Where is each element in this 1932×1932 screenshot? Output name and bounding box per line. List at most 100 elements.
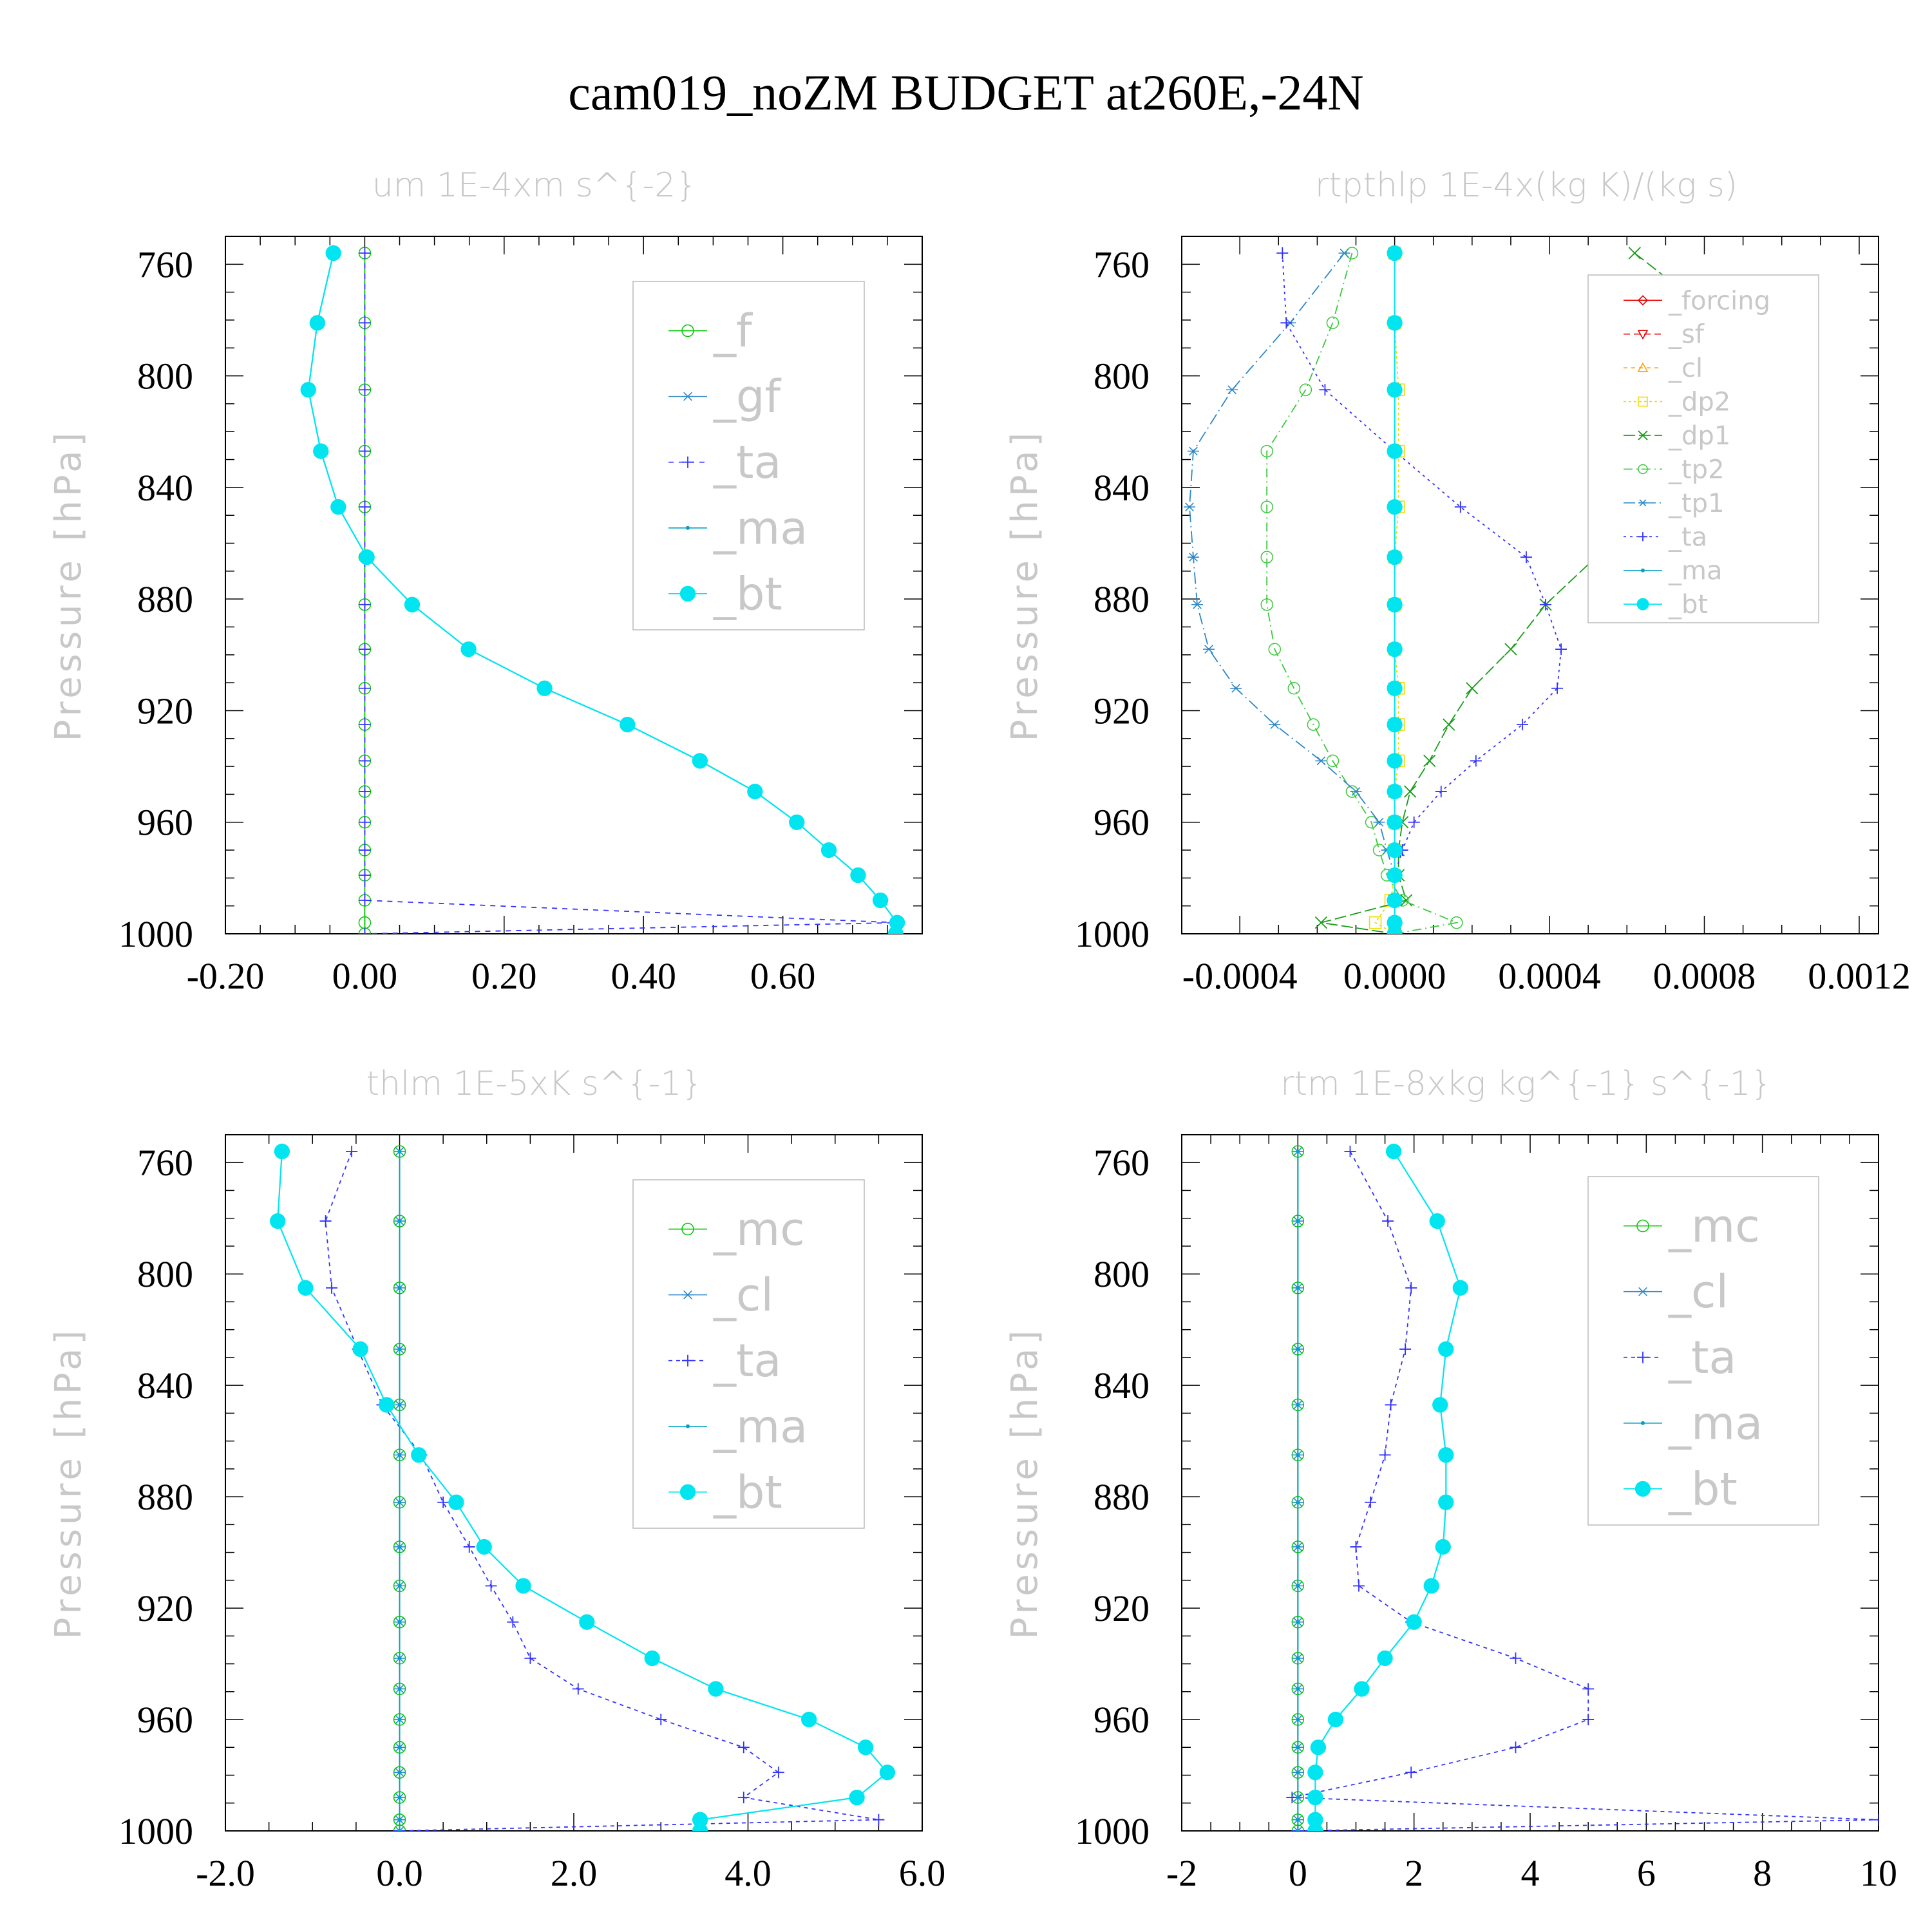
panels: um 1E-4xm s^{-2}Pressure [hPa]7608008408…: [48, 166, 1911, 1894]
x-tick-label: -2.0: [196, 1852, 255, 1894]
marker: [686, 526, 690, 530]
marker: [1296, 1745, 1300, 1750]
marker: [1188, 553, 1200, 562]
marker: [1385, 1399, 1397, 1411]
marker: [692, 753, 708, 769]
marker: [397, 1620, 402, 1624]
marker: [1637, 1287, 1649, 1296]
marker: [463, 1540, 475, 1553]
panel-title: thlm 1E-5xK s^{-1}: [366, 1065, 703, 1103]
marker: [1387, 914, 1403, 931]
marker: [1319, 384, 1331, 396]
y-tick-label: 760: [1094, 1142, 1150, 1184]
series_bt: [1387, 245, 1403, 934]
marker: [359, 384, 371, 396]
marker: [1466, 682, 1479, 695]
y-tick-label: 1000: [1075, 1810, 1150, 1852]
marker: [1296, 1403, 1300, 1407]
marker: [1387, 753, 1403, 769]
marker: [448, 1494, 464, 1510]
marker: [1260, 444, 1273, 458]
y-tick-label: 920: [137, 1587, 193, 1629]
marker: [772, 1766, 784, 1779]
marker: [857, 1739, 874, 1756]
marker: [404, 596, 421, 612]
marker: [1296, 1149, 1300, 1153]
series-line: [1374, 253, 1399, 934]
marker: [359, 247, 371, 259]
legend-label: _mc: [1668, 1200, 1760, 1253]
series_bt: [270, 1143, 896, 1831]
y-axis-label: Pressure [hPa]: [1004, 1327, 1046, 1640]
marker: [1296, 1620, 1300, 1624]
x-tick-label: 2.0: [551, 1852, 598, 1894]
marker: [1423, 1578, 1439, 1594]
marker: [1296, 1718, 1300, 1722]
marker: [524, 1652, 536, 1664]
marker: [747, 783, 763, 800]
marker: [1296, 1453, 1300, 1457]
marker: [507, 1616, 519, 1628]
marker: [1450, 916, 1463, 929]
marker: [1387, 443, 1403, 459]
marker: [682, 392, 694, 401]
marker: [1382, 1215, 1394, 1227]
marker: [1470, 755, 1482, 767]
marker: [1504, 643, 1517, 656]
marker: [1307, 1823, 1323, 1831]
marker: [1296, 1347, 1300, 1351]
marker: [872, 892, 889, 909]
marker: [1408, 816, 1420, 828]
marker: [1582, 1714, 1595, 1726]
marker: [325, 245, 341, 261]
legend-box: [1587, 274, 1819, 623]
series_ma: [397, 1149, 402, 1831]
y-axis-label: Pressure [hPa]: [48, 1327, 90, 1640]
marker: [1296, 1656, 1300, 1660]
marker: [655, 1714, 667, 1726]
marker: [1344, 1145, 1356, 1157]
marker: [397, 1500, 402, 1504]
plot-frame: [1181, 236, 1879, 934]
marker: [397, 1687, 402, 1691]
marker: [270, 1213, 286, 1229]
marker: [1400, 894, 1413, 907]
series_ta: [359, 247, 904, 934]
y-tick-label: 840: [1094, 467, 1150, 509]
marker: [300, 382, 316, 398]
marker: [1637, 362, 1649, 372]
x-tick-label: 4: [1521, 1852, 1540, 1894]
marker: [1387, 814, 1403, 830]
marker: [737, 1792, 750, 1804]
marker: [397, 1817, 402, 1822]
legend-label: _bt: [713, 567, 782, 620]
marker: [849, 1789, 865, 1806]
x-tick-label: 0.0004: [1498, 955, 1601, 997]
marker: [1226, 385, 1238, 395]
marker: [319, 1215, 332, 1227]
legend-box: [632, 281, 865, 630]
marker: [1432, 1397, 1448, 1413]
marker: [397, 1403, 402, 1407]
x-tick-label: 0.0008: [1653, 955, 1756, 997]
marker: [1350, 1540, 1362, 1553]
x-tick-label: 6: [1637, 1852, 1656, 1894]
plot-area: [1286, 1143, 1879, 1831]
legend-label: _tp2: [1668, 455, 1725, 484]
marker: [1551, 682, 1564, 694]
y-tick-label: 760: [1094, 243, 1150, 285]
marker: [1637, 1351, 1649, 1363]
marker: [1276, 247, 1289, 259]
marker: [644, 1650, 660, 1667]
marker: [359, 598, 371, 611]
legend-label: _f: [713, 305, 753, 357]
marker: [313, 443, 329, 459]
marker: [1307, 1789, 1323, 1806]
marker: [572, 1683, 584, 1695]
marker: [1582, 1683, 1595, 1695]
panel-4: rtm 1E-8xkg kg^{-1} s^{-1} Pressure [hPa]…: [1004, 1065, 1897, 1894]
marker: [359, 869, 371, 882]
marker: [1350, 787, 1362, 796]
legend-label: _ta: [713, 436, 781, 489]
x-tick-label: 0.0: [376, 1852, 423, 1894]
